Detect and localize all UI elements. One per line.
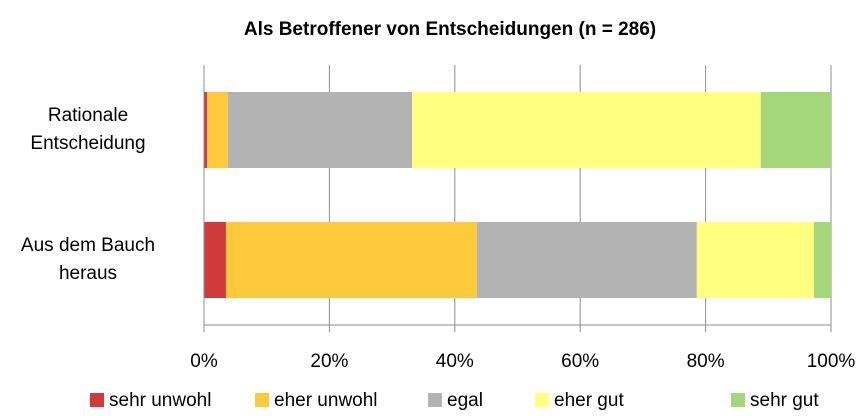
legend-label: sehr gut bbox=[750, 390, 819, 411]
x-tick-label: 60% bbox=[561, 351, 599, 372]
bar-segment bbox=[204, 222, 226, 298]
bar-segment bbox=[696, 222, 815, 298]
legend-swatch bbox=[255, 393, 269, 407]
legend-swatch bbox=[731, 393, 745, 407]
y-tick-label: Rationale Entscheidung bbox=[30, 105, 146, 154]
y-tick-label: Aus dem Bauch heraus bbox=[20, 235, 156, 284]
legend-swatch bbox=[535, 393, 549, 407]
x-tick-label: 40% bbox=[436, 351, 474, 372]
chart-title: Als Betroffener von Entscheidungen (n = … bbox=[244, 19, 656, 40]
x-tick-label: 20% bbox=[310, 351, 348, 372]
bar-segment bbox=[760, 92, 831, 168]
bar-segment bbox=[207, 92, 228, 168]
legend-label: eher unwohl bbox=[274, 390, 378, 411]
bar-segment bbox=[412, 92, 761, 168]
bar-segment bbox=[814, 222, 831, 298]
bar-segment bbox=[225, 222, 477, 298]
legend-swatch bbox=[90, 393, 104, 407]
x-tick-label: 100% bbox=[807, 351, 856, 372]
legend-label: egal bbox=[447, 390, 483, 411]
legend-label: eher gut bbox=[554, 390, 624, 411]
x-tick-label: 0% bbox=[190, 351, 218, 372]
bar-segment bbox=[227, 92, 413, 168]
bar-segment bbox=[476, 222, 697, 298]
legend-swatch bbox=[428, 393, 442, 407]
x-tick-label: 80% bbox=[687, 351, 725, 372]
legend-label: sehr unwohl bbox=[109, 390, 211, 411]
bar-segment bbox=[204, 92, 208, 168]
